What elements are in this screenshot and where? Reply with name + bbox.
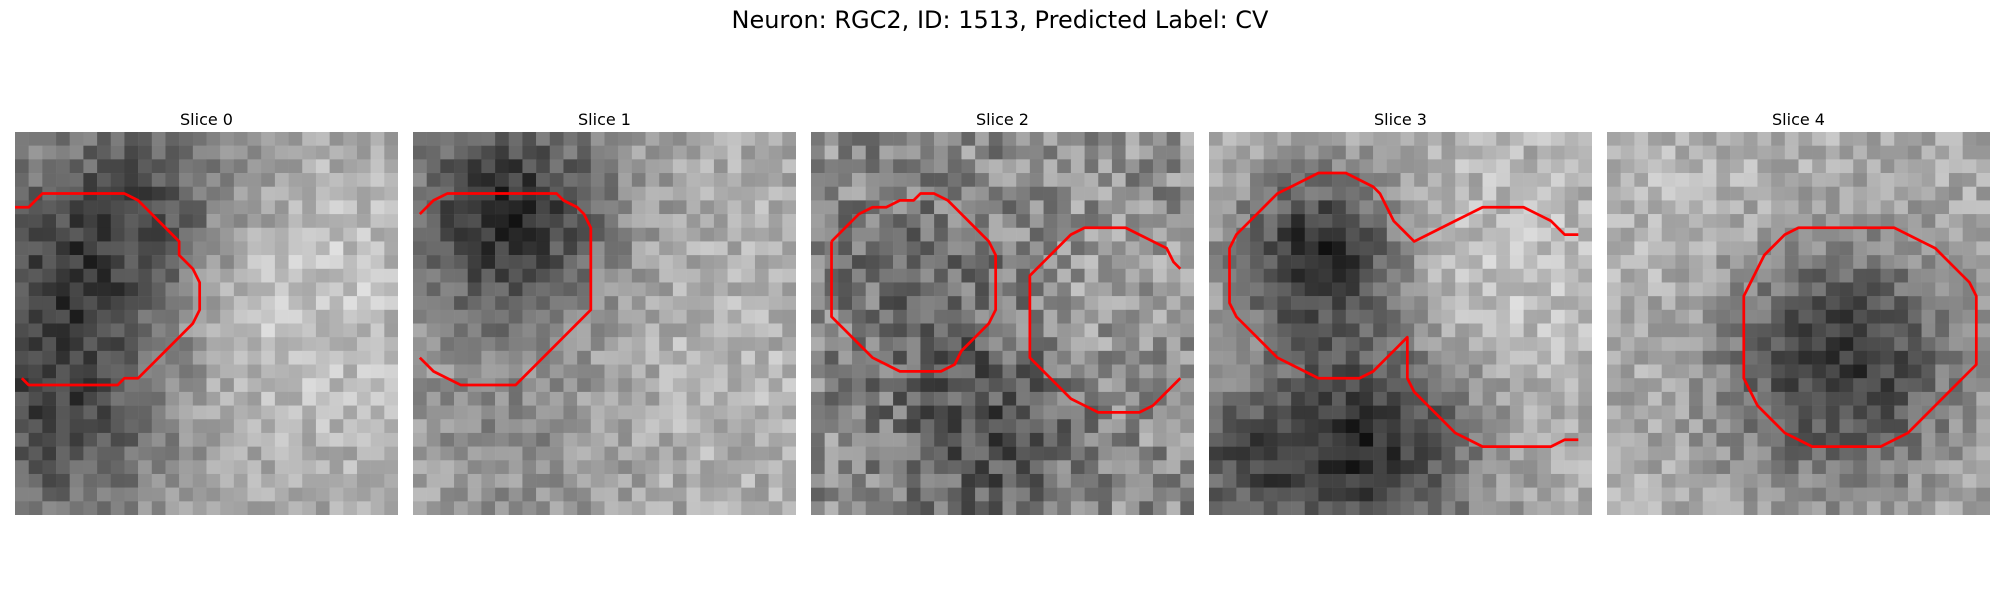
slice-image-3 bbox=[1209, 132, 1592, 515]
cell-contour-1 bbox=[1028, 226, 1182, 414]
pixel-grid bbox=[15, 132, 398, 515]
panel-title: Slice 2 bbox=[976, 110, 1029, 129]
slice-image-2 bbox=[811, 132, 1194, 515]
panel-title: Slice 1 bbox=[578, 110, 631, 129]
panel-title: Slice 0 bbox=[180, 110, 233, 129]
cell-contour-0 bbox=[15, 192, 202, 387]
panel-slice-3: Slice 3 bbox=[1209, 108, 1592, 515]
slice-image-1 bbox=[413, 132, 796, 515]
pixel-grid bbox=[413, 132, 796, 515]
panel-slice-2: Slice 2 bbox=[811, 108, 1194, 515]
panel-title: Slice 3 bbox=[1374, 110, 1427, 129]
panel-slice-0: Slice 0 bbox=[15, 108, 398, 515]
cell-contour-0 bbox=[418, 192, 593, 387]
pixel-grid bbox=[1607, 132, 1990, 515]
pixel-grid bbox=[811, 132, 1194, 515]
slice-image-4 bbox=[1607, 132, 1990, 515]
panel-title: Slice 4 bbox=[1772, 110, 1825, 129]
pixel-grid bbox=[1209, 132, 1592, 515]
cell-contour-0 bbox=[830, 192, 998, 373]
figure-title: Neuron: RGC2, ID: 1513, Predicted Label:… bbox=[731, 6, 1269, 34]
cell-contour-0 bbox=[1228, 171, 1579, 448]
slice-image-0 bbox=[15, 132, 398, 515]
panel-slice-4: Slice 4 bbox=[1607, 108, 1990, 515]
cell-contour-0 bbox=[1742, 226, 1978, 448]
panel-slice-1: Slice 1 bbox=[413, 108, 796, 515]
